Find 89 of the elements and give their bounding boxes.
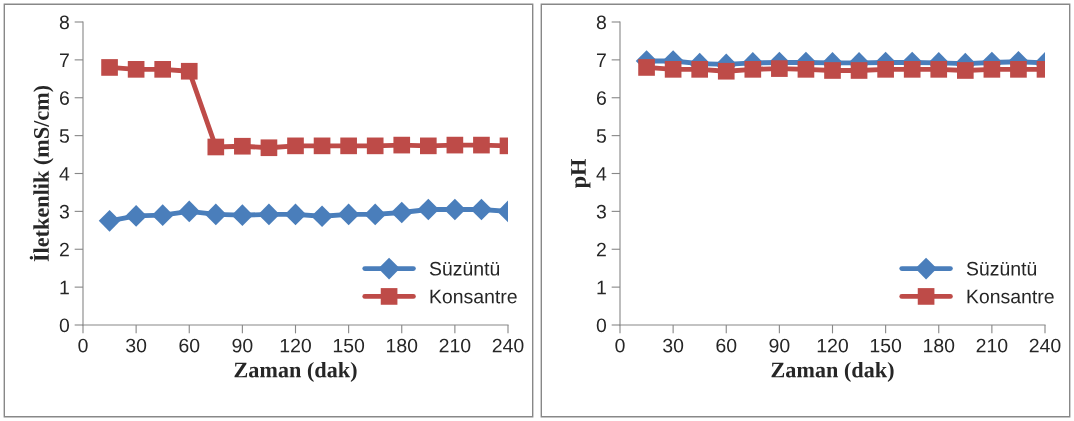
- point: [151, 204, 174, 226]
- point: [930, 61, 948, 78]
- y-tick-label: 8: [59, 15, 69, 30]
- point: [417, 198, 440, 221]
- y-tick-label: 5: [596, 129, 606, 143]
- point: [231, 204, 254, 226]
- point: [664, 61, 682, 78]
- point: [877, 61, 894, 78]
- point: [744, 61, 762, 78]
- y-tick-label: 4: [59, 167, 70, 181]
- point: [258, 203, 280, 226]
- point: [337, 203, 360, 226]
- y-tick-label: 1: [60, 280, 69, 295]
- point: [207, 138, 225, 156]
- point: [473, 136, 490, 154]
- x-tick-label: 90: [769, 338, 790, 353]
- x-tick-label: 30: [663, 338, 684, 353]
- point: [983, 61, 1001, 78]
- legend-label: Konsantre: [967, 289, 1054, 304]
- y-tick-label: 0: [59, 318, 70, 333]
- point: [98, 210, 121, 232]
- point: [364, 203, 386, 226]
- point: [366, 137, 384, 155]
- x-tick-label: 180: [924, 338, 955, 353]
- y-tick-label: 8: [596, 15, 606, 30]
- legend-label: Süzüntü: [429, 261, 500, 276]
- point: [850, 62, 868, 79]
- point: [313, 137, 331, 155]
- x-tick-label: 120: [817, 338, 848, 353]
- point: [771, 60, 788, 77]
- point: [717, 62, 735, 80]
- x-axis-title: Zaman (dak): [771, 361, 894, 383]
- x-tick-label: 60: [716, 338, 737, 353]
- point: [390, 201, 413, 224]
- point: [205, 203, 227, 226]
- x-tick-label: 120: [280, 338, 311, 353]
- point: [903, 61, 921, 78]
- x-tick-label: 150: [870, 338, 902, 353]
- y-tick-label: 2: [59, 242, 69, 257]
- x-tick-label: 240: [1029, 338, 1061, 353]
- point: [1010, 61, 1027, 78]
- point: [956, 62, 974, 79]
- x-tick-label: 150: [333, 338, 365, 353]
- y-tick-label: 4: [596, 167, 607, 181]
- y-tick-label: 3: [59, 204, 69, 219]
- x-tick-label: 210: [976, 338, 1008, 353]
- point: [797, 61, 815, 78]
- point: [311, 205, 333, 228]
- point: [234, 137, 251, 155]
- point: [125, 205, 147, 227]
- point: [180, 62, 198, 80]
- x-tick-label: 240: [492, 338, 524, 353]
- point: [446, 136, 464, 154]
- y-axis-title: pH: [571, 159, 591, 189]
- x-tick-label: 180: [387, 338, 418, 353]
- point: [127, 61, 145, 78]
- point: [260, 139, 278, 157]
- point: [154, 61, 172, 78]
- x-axis-title: Zaman (dak): [234, 361, 357, 383]
- point: [444, 198, 466, 221]
- x-tick-label: 30: [126, 338, 147, 353]
- y-tick-label: 7: [59, 53, 69, 67]
- point: [178, 200, 201, 223]
- legend-label: Konsantre: [430, 289, 517, 304]
- y-tick-label: 6: [596, 91, 606, 105]
- y-tick-label: 6: [59, 91, 69, 105]
- y-tick-label: 7: [596, 53, 606, 67]
- y-tick-label: 2: [596, 242, 606, 257]
- legend-label: Süzüntü: [966, 261, 1037, 276]
- y-tick-label: 5: [59, 129, 69, 143]
- point: [284, 203, 307, 226]
- x-tick-label: 0: [78, 338, 88, 353]
- point: [419, 137, 437, 155]
- point: [393, 136, 411, 154]
- point: [101, 59, 118, 76]
- x-tick-label: 60: [179, 338, 200, 353]
- point: [824, 62, 841, 79]
- x-tick-label: 0: [615, 338, 625, 353]
- x-tick-label: 90: [232, 338, 253, 353]
- point: [638, 59, 655, 76]
- y-tick-label: 1: [597, 280, 606, 295]
- y-axis-title: İletkenlik (mS/cm): [29, 85, 54, 262]
- point: [691, 61, 709, 78]
- point: [287, 137, 304, 155]
- point: [340, 137, 357, 155]
- point: [470, 198, 493, 221]
- y-tick-label: 3: [596, 204, 606, 219]
- y-tick-label: 0: [596, 318, 607, 333]
- x-tick-label: 210: [439, 338, 471, 353]
